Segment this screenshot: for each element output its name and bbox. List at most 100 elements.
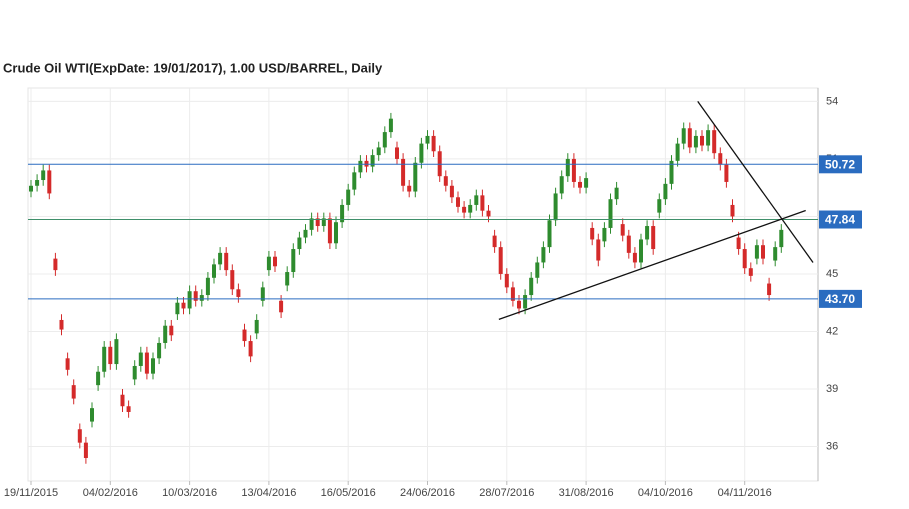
candle-body bbox=[53, 258, 58, 271]
candle-body bbox=[340, 204, 345, 223]
candle-body bbox=[718, 153, 723, 165]
candle-body bbox=[297, 237, 302, 250]
candle-body bbox=[187, 291, 192, 309]
candle-body bbox=[742, 249, 747, 269]
y-tick-label: 45 bbox=[826, 268, 838, 280]
candle-body bbox=[431, 135, 436, 152]
x-tick-label: 24/06/2016 bbox=[400, 487, 455, 499]
x-tick-label: 19/11/2015 bbox=[4, 487, 58, 499]
x-tick-label: 04/02/2016 bbox=[83, 487, 138, 499]
candle-body bbox=[41, 170, 46, 181]
candle-body bbox=[736, 237, 741, 250]
candle-body bbox=[83, 442, 88, 458]
candle-body bbox=[364, 160, 369, 167]
candle-body bbox=[559, 176, 564, 194]
candle-body bbox=[614, 187, 619, 200]
candle-body bbox=[608, 199, 613, 228]
candle-body bbox=[273, 256, 277, 267]
candle-body bbox=[437, 151, 442, 177]
candle-body bbox=[492, 235, 497, 248]
candle-body bbox=[456, 197, 460, 207]
candle-body bbox=[578, 181, 582, 188]
candle-body bbox=[639, 239, 643, 263]
candle-body bbox=[230, 270, 235, 290]
candle-body bbox=[510, 287, 515, 301]
candle-body bbox=[218, 252, 223, 265]
candle-body bbox=[443, 176, 448, 186]
candle-body bbox=[199, 295, 204, 301]
candle-body bbox=[730, 204, 735, 217]
candle-body bbox=[504, 273, 509, 288]
candle-body bbox=[535, 262, 540, 278]
candle-body bbox=[468, 204, 473, 213]
candle-body bbox=[193, 291, 198, 301]
candle-body bbox=[370, 155, 375, 167]
candle-body bbox=[773, 247, 778, 261]
candle-body bbox=[449, 185, 454, 198]
candle-body bbox=[35, 180, 40, 186]
candle-body bbox=[651, 226, 656, 250]
candle-body bbox=[529, 277, 534, 296]
candle-body bbox=[413, 162, 418, 192]
y-tick-label: 42 bbox=[826, 325, 838, 337]
candle-body bbox=[480, 195, 485, 211]
candle-body bbox=[151, 358, 155, 374]
candle-body bbox=[77, 429, 82, 443]
candle-body bbox=[657, 199, 662, 213]
candle-body bbox=[120, 394, 125, 407]
candle-body bbox=[315, 218, 320, 227]
candle-body bbox=[321, 218, 326, 227]
x-tick-label: 13/04/2016 bbox=[241, 487, 296, 499]
x-tick-label: 28/07/2016 bbox=[479, 487, 534, 499]
candle-body bbox=[425, 135, 430, 144]
candle-body bbox=[486, 210, 491, 217]
candle-body bbox=[401, 158, 406, 186]
candle-body bbox=[327, 218, 332, 244]
candle-body bbox=[181, 302, 186, 309]
level-label-box bbox=[819, 210, 862, 229]
candle-body bbox=[681, 128, 686, 144]
candle-body bbox=[144, 352, 149, 374]
candle-body bbox=[266, 256, 271, 271]
level-label: 43.70 bbox=[825, 292, 855, 306]
candle-body bbox=[626, 235, 631, 253]
candle-body bbox=[260, 287, 265, 301]
candle-body bbox=[334, 222, 338, 244]
trendline bbox=[697, 101, 814, 263]
x-tick-label: 04/10/2016 bbox=[638, 487, 693, 499]
candle-body bbox=[474, 195, 479, 205]
candle-body bbox=[382, 132, 387, 148]
candle-body bbox=[407, 185, 412, 192]
candle-body bbox=[663, 183, 668, 200]
candle-body bbox=[254, 319, 259, 334]
candle-body bbox=[157, 342, 162, 359]
candle-body bbox=[724, 164, 729, 182]
y-tick-label: 54 bbox=[826, 95, 838, 107]
candle-body bbox=[291, 249, 296, 273]
candle-body bbox=[108, 346, 113, 365]
candle-body bbox=[346, 189, 351, 205]
candle-body bbox=[541, 247, 546, 263]
candle-body bbox=[279, 300, 284, 313]
candle-body bbox=[376, 147, 381, 156]
candle-body bbox=[498, 247, 503, 274]
level-label-box bbox=[819, 289, 862, 308]
trendline bbox=[498, 209, 806, 321]
candle-body bbox=[462, 206, 467, 213]
candle-body bbox=[96, 371, 101, 386]
candle-body bbox=[675, 143, 680, 161]
candle-body bbox=[693, 135, 698, 148]
candle-body bbox=[303, 229, 308, 238]
candle-body bbox=[754, 245, 759, 259]
candle-body bbox=[395, 147, 399, 159]
candle-body bbox=[596, 239, 601, 261]
candle-body bbox=[547, 220, 552, 248]
x-tick-label: 04/11/2016 bbox=[718, 487, 772, 499]
candle-body bbox=[352, 172, 357, 190]
candle-body bbox=[590, 227, 595, 240]
level-label: 50.72 bbox=[825, 157, 855, 171]
candle-body bbox=[517, 300, 521, 309]
x-tick-label: 31/08/2016 bbox=[559, 487, 614, 499]
